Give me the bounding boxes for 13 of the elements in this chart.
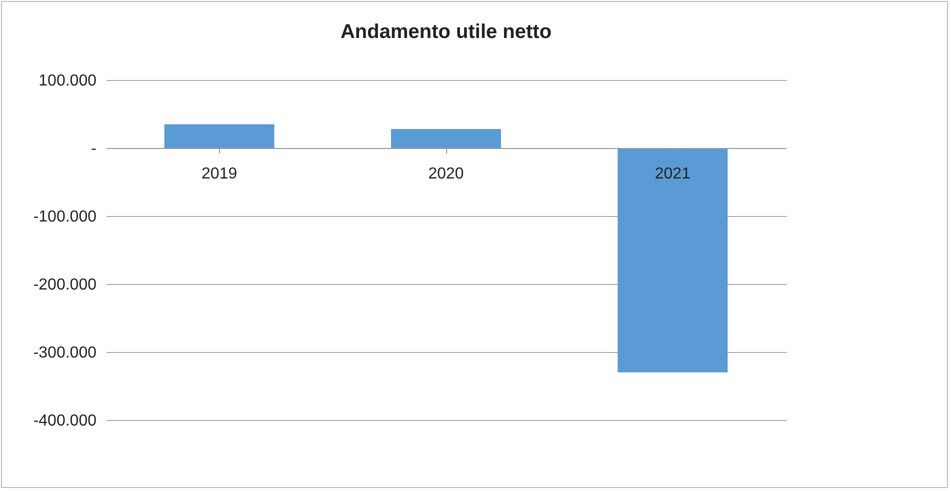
y-tick-label: -300.000 xyxy=(33,344,97,362)
y-tick-label: - xyxy=(91,140,96,158)
y-tick-label: -100.000 xyxy=(33,208,97,226)
x-tick-label: 2020 xyxy=(428,166,464,182)
chart-title: Andamento utile netto xyxy=(340,21,552,43)
y-tick-label: 100.000 xyxy=(38,72,97,90)
bar xyxy=(164,124,274,148)
y-tick-label: -200.000 xyxy=(33,276,97,294)
bar xyxy=(391,128,501,148)
y-tick-label: -400.000 xyxy=(33,412,97,430)
x-tick-label: 2019 xyxy=(202,166,238,182)
bar xyxy=(618,148,728,372)
x-tick-label: 2021 xyxy=(654,166,691,182)
